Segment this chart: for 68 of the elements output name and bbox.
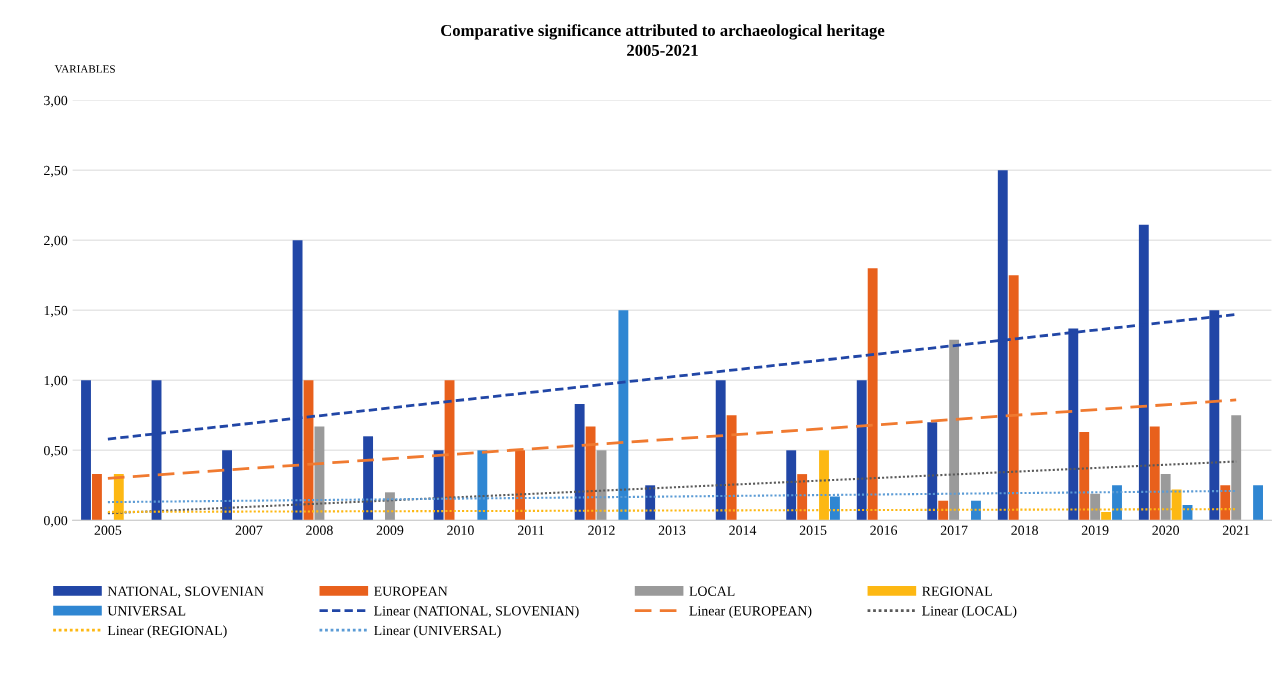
legend-label: Linear (EUROPEAN) [689, 605, 812, 619]
bar [856, 380, 867, 521]
bar [433, 450, 444, 521]
legend-label: Linear (UNIVERSAL) [374, 625, 501, 638]
bar [1112, 485, 1122, 521]
x-tick-label: 2007 [235, 525, 263, 535]
bar [92, 474, 102, 521]
x-tick-label: 2005 [94, 525, 122, 535]
x-tick-label: 2010 [447, 525, 474, 535]
bar [1090, 493, 1101, 521]
bar [726, 415, 737, 521]
bar [1160, 474, 1171, 521]
x-tick-label: 2021 [1222, 525, 1250, 535]
legend-label: EUROPEAN [374, 586, 448, 596]
bar [385, 492, 395, 521]
bar [645, 485, 656, 521]
bar [1220, 485, 1231, 521]
x-tick-label: 2014 [729, 525, 757, 535]
legend-label: Linear (LOCAL) [922, 605, 1017, 619]
bar [830, 496, 840, 521]
bar [1253, 485, 1263, 521]
bar [797, 474, 808, 521]
bar [938, 500, 949, 521]
y-tick-label: 1,00 [44, 375, 68, 388]
legend-label: UNIVERSAL [107, 606, 186, 616]
bar [867, 268, 878, 521]
y-tick-label: 0,50 [43, 445, 68, 458]
legend-label: NATIONAL, SLOVENIAN [107, 586, 264, 598]
bar [81, 380, 91, 521]
bar [715, 380, 726, 521]
bar [1231, 415, 1242, 521]
chart-title: Comparative significance attributed to archaeological heritage 2005-2021 [441, 24, 885, 56]
y-axis-title: VARIABLES [54, 65, 115, 73]
bar [1101, 511, 1112, 521]
x-tick-label: 2020 [1152, 525, 1180, 535]
x-tick-label: 2019 [1081, 525, 1109, 535]
x-tick-label: 2008 [306, 525, 333, 535]
bar [618, 310, 629, 521]
y-tick-label: 0,00 [43, 515, 68, 528]
bar [585, 426, 596, 521]
bar [1079, 432, 1090, 521]
legend-label: REGIONAL [922, 586, 992, 596]
x-tick-label: 2015 [799, 525, 827, 535]
bar [363, 436, 374, 521]
y-tick-label: 1,50 [44, 305, 68, 318]
bar [1149, 426, 1160, 521]
legend-label: LOCAL [689, 586, 735, 596]
bar [949, 339, 960, 521]
bar [477, 450, 488, 521]
x-tick-label: 2012 [588, 525, 615, 535]
y-tick-label: 3,00 [44, 95, 68, 108]
x-tick-label: 2013 [658, 525, 686, 535]
legend-label: Linear (REGIONAL) [107, 625, 227, 638]
y-tick-label: 2,50 [44, 165, 68, 178]
legend-label: Linear (NATIONAL, SLOVENIAN) [374, 605, 579, 619]
y-tick-label: 2,00 [44, 235, 68, 248]
bar [1008, 275, 1019, 521]
x-tick-label: 2016 [870, 525, 898, 535]
bar [971, 500, 981, 521]
x-tick-label: 2011 [517, 525, 544, 535]
bar [515, 450, 525, 521]
bar [222, 450, 232, 521]
x-tick-label: 2009 [376, 525, 404, 535]
x-tick-label: 2018 [1011, 525, 1038, 535]
x-tick-label: 2017 [940, 525, 968, 535]
bar [927, 422, 938, 521]
bar [786, 450, 797, 521]
bar [574, 404, 585, 521]
